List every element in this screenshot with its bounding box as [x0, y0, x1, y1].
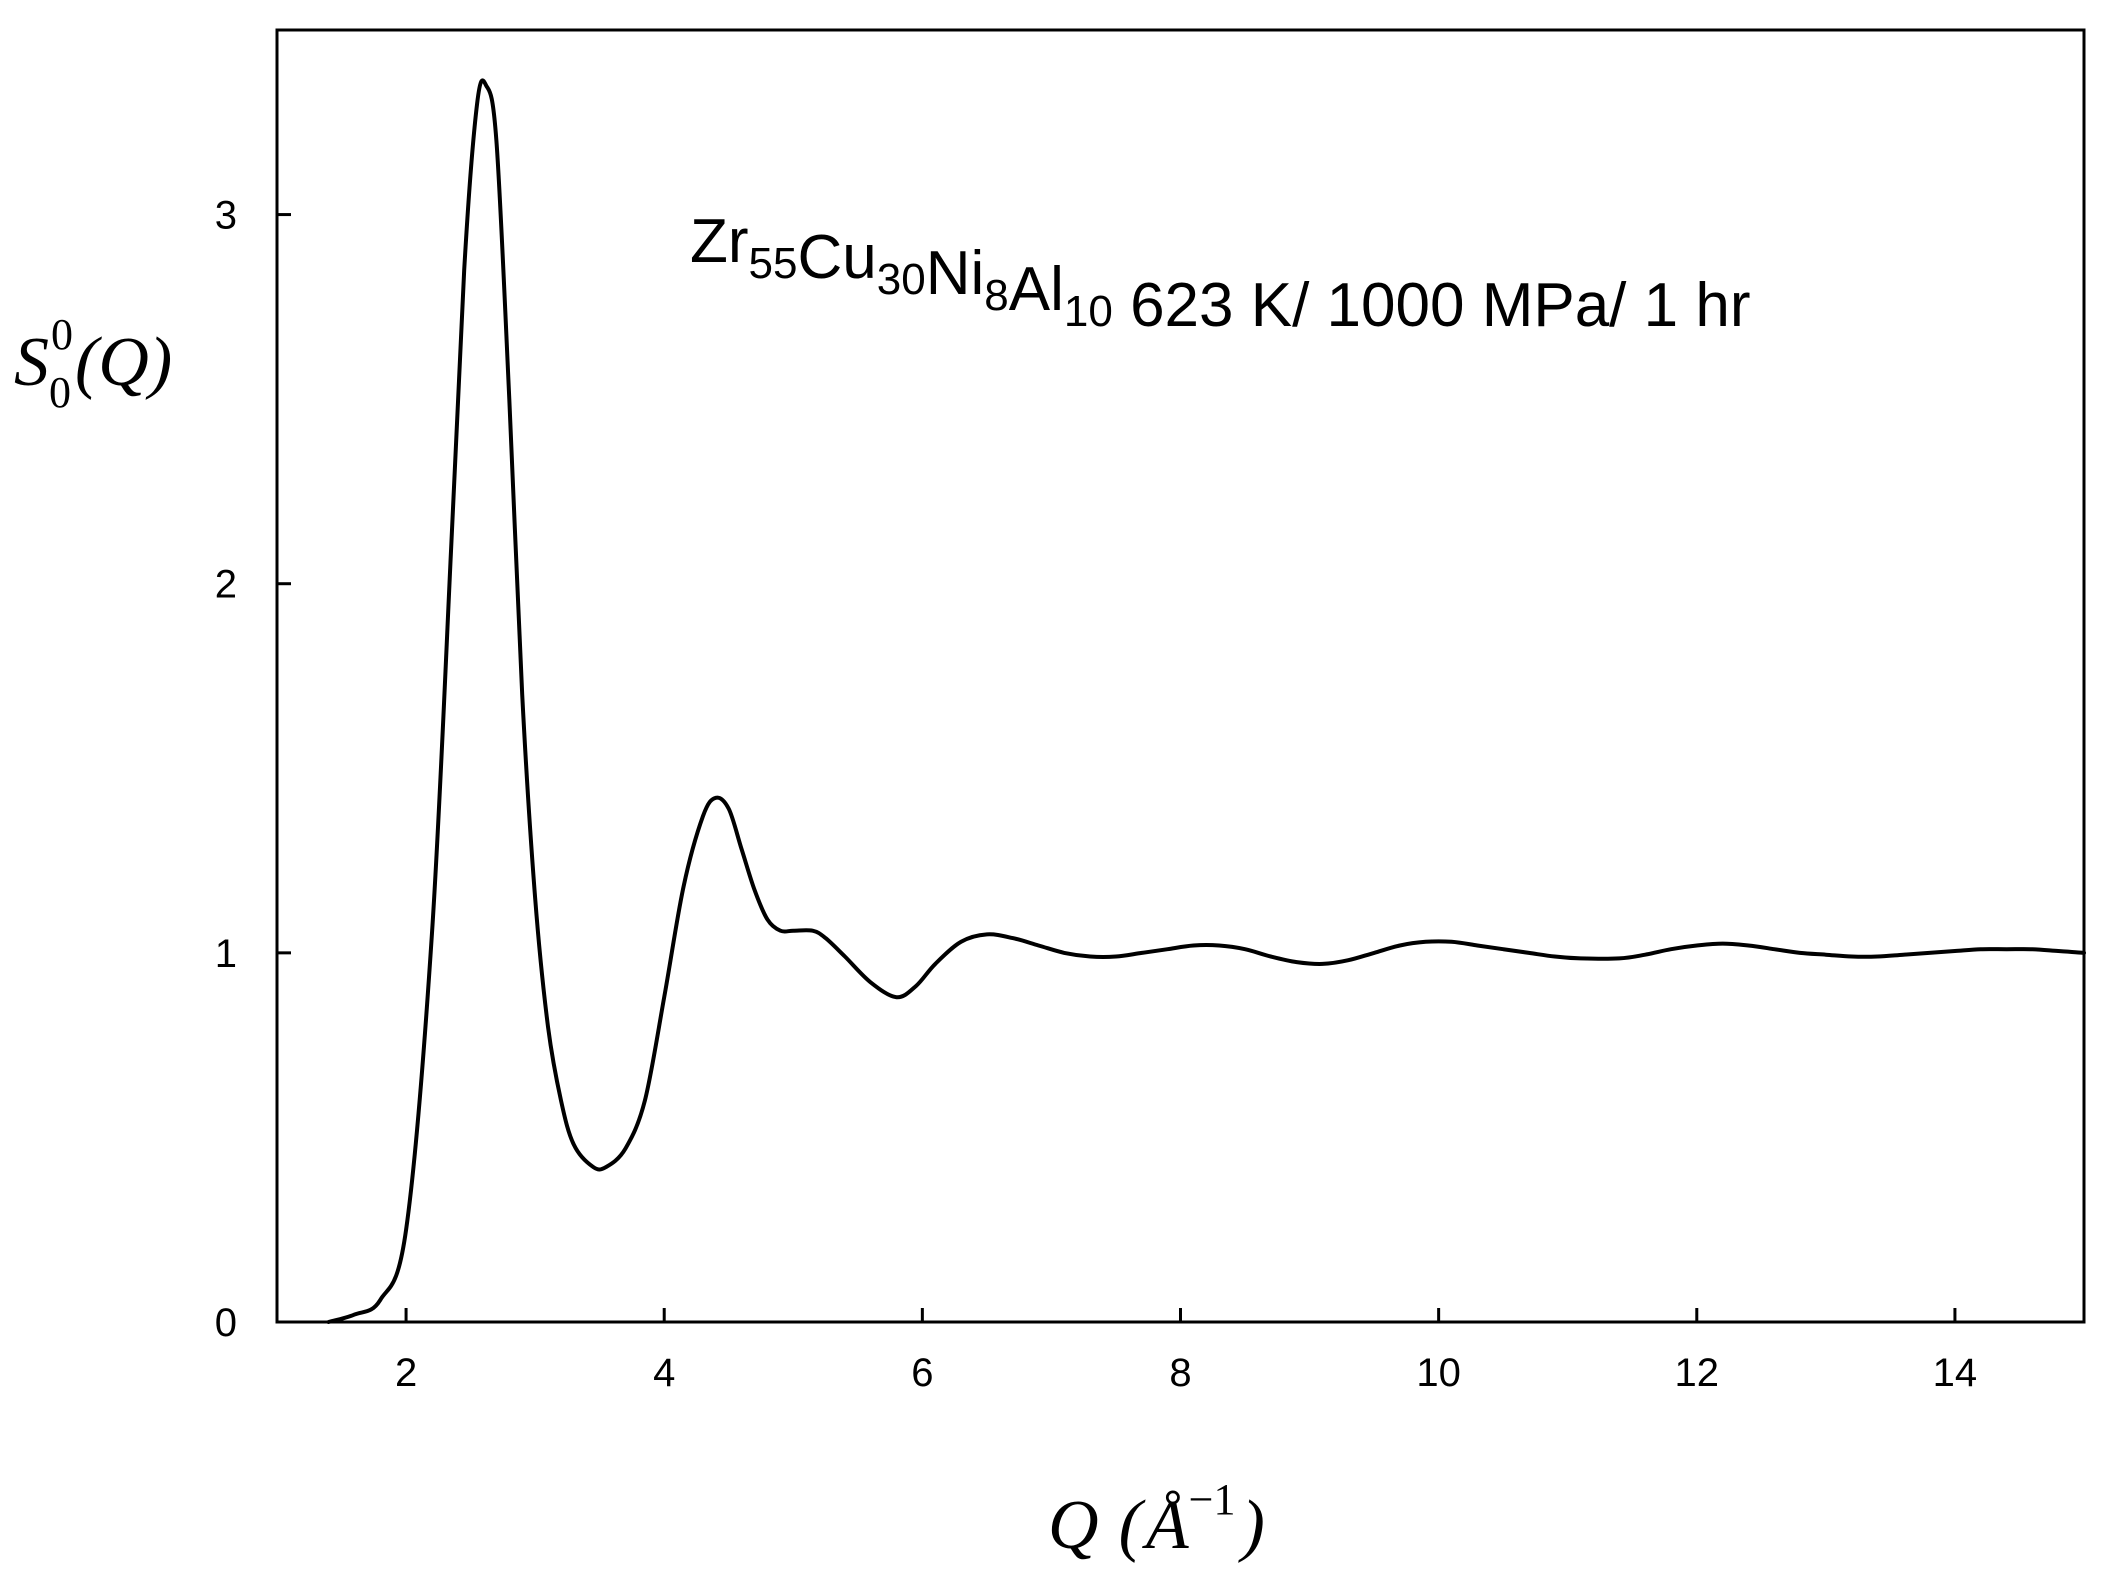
x-axis-title: Q (Å−1): [1048, 1475, 1265, 1564]
y-tick-label: 0: [215, 1301, 237, 1345]
annotation-subscript: 55: [749, 239, 798, 288]
annotation-subscript: 8: [984, 271, 1008, 320]
x-tick-label: 10: [1416, 1351, 1461, 1395]
annotation-text: 623 K/ 1000 MPa/ 1 hr: [1113, 271, 1751, 340]
x-axis-title-exp: −1: [1189, 1475, 1236, 1524]
y-axis-title: S0 0(Q): [14, 310, 172, 417]
x-tick-label: 8: [1169, 1351, 1191, 1395]
annotation-text: Zr: [690, 207, 749, 276]
x-tick-label: 12: [1675, 1351, 1720, 1395]
annotation-subscript: 30: [877, 255, 926, 304]
annotation-text: Ni: [926, 239, 985, 308]
composition-annotation: Zr55Cu30Ni8Al10 623 K/ 1000 MPa/ 1 hr: [690, 207, 1750, 340]
structure-factor-line: [326, 78, 2086, 1324]
annotation-text: Al: [1009, 255, 1064, 324]
y-tick-label: 3: [215, 194, 237, 238]
y-tick-label: 2: [215, 563, 237, 607]
x-axis-title-main: Q: [1048, 1487, 1099, 1564]
annotation-text: Cu: [797, 223, 876, 292]
x-axis-ticks: 2 4 6 8 10 12 14: [395, 1308, 1977, 1395]
y-axis-title-sub: 0: [49, 368, 71, 417]
y-tick-label: 1: [215, 932, 237, 976]
y-axis-title-arg: (Q): [75, 324, 172, 401]
x-tick-label: 6: [911, 1351, 933, 1395]
x-tick-label: 4: [653, 1351, 675, 1395]
y-axis-ticks: 0 1 2 3: [215, 194, 291, 1345]
x-axis-title-open: (: [1119, 1487, 1146, 1564]
x-axis-title-unit: Å: [1142, 1487, 1189, 1564]
x-tick-label: 14: [1933, 1351, 1978, 1395]
x-tick-label: 2: [395, 1351, 417, 1395]
annotation-subscript: 10: [1064, 287, 1113, 336]
x-axis-title-close: ): [1237, 1487, 1264, 1564]
y-axis-title-sup: 0: [51, 310, 73, 359]
y-axis-title-main: S: [14, 324, 49, 401]
plot-frame: [275, 28, 2086, 1324]
